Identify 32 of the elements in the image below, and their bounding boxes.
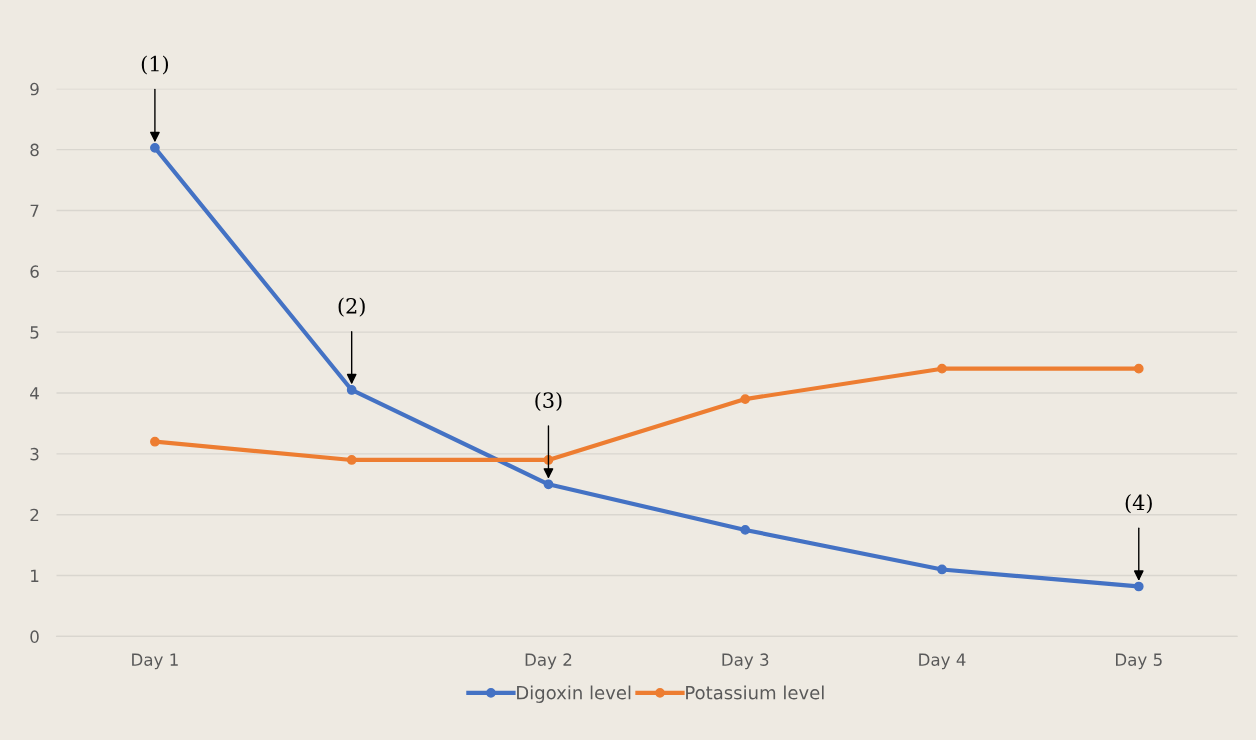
x-tick-label: Day 4 [919, 653, 966, 670]
point [346, 455, 357, 465]
y-tick-label: 2 [30, 508, 39, 522]
annotation: (2) [338, 297, 365, 317]
y-tick-label: 4 [30, 387, 39, 400]
x-tick-label: Day 5 [1116, 653, 1162, 670]
point [740, 394, 751, 404]
y-tick-label: 9 [30, 82, 39, 96]
annotation: (1) [141, 55, 169, 75]
x-tick-label: Day 2 [525, 653, 572, 670]
annotation: (4) [1125, 494, 1152, 514]
point [346, 385, 357, 395]
point [740, 525, 751, 535]
point [150, 436, 160, 447]
point [543, 479, 554, 490]
point [937, 363, 947, 374]
y-tick-label: 5 [30, 326, 39, 339]
point [150, 142, 160, 153]
y-tick-label: 1 [31, 569, 39, 582]
y-tick-label: 3 [30, 447, 39, 461]
y-tick-label: 8 [30, 143, 39, 157]
point [1133, 581, 1144, 592]
y-tick-label: 6 [30, 265, 39, 278]
x-tick-label: Day 3 [722, 653, 769, 670]
annotation: (3) [535, 391, 562, 411]
legend-label: Digoxin level [517, 685, 631, 703]
legend-label: Potassium level [686, 685, 824, 700]
x-tick-label: Day 1 [132, 653, 178, 670]
point [1133, 363, 1144, 374]
y-tick-label: 7 [30, 204, 39, 217]
point [937, 564, 947, 575]
y-tick-label: 0 [30, 630, 39, 643]
